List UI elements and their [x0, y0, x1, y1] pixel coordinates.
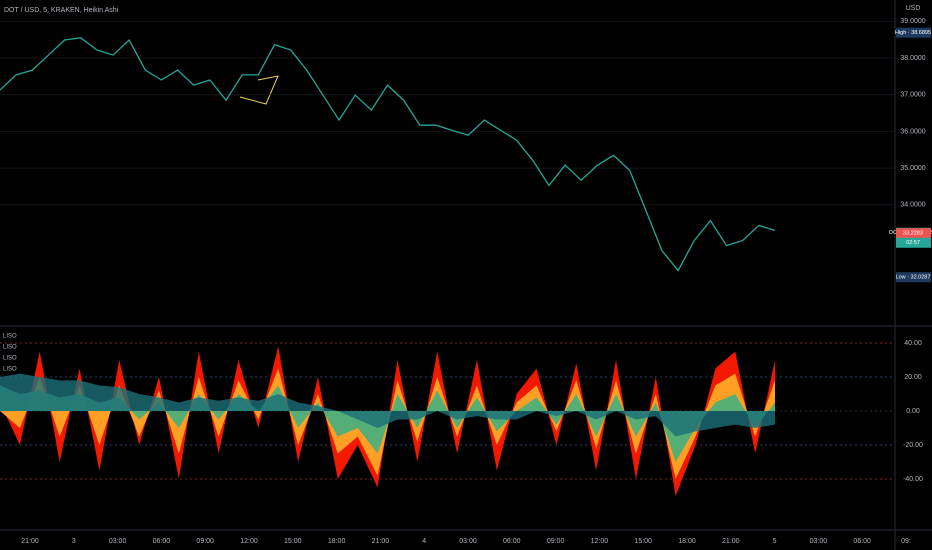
x-tick-label: 03:00 — [459, 538, 477, 545]
x-tick-label: 18:00 — [678, 538, 696, 545]
x-tick-label: 18:00 — [328, 538, 346, 545]
y-tick-label: 35.0000 — [900, 165, 925, 172]
trend-drawing — [239, 75, 279, 105]
x-tick-label: 06:00 — [153, 538, 171, 545]
x-tick-label: 21:00 — [722, 538, 740, 545]
y-tick-label: 40.00 — [904, 340, 922, 347]
oscillator-area — [0, 373, 775, 437]
x-tick-label: 09: — [901, 538, 911, 545]
y-tick-label: 20.00 — [904, 374, 922, 381]
price-tag — [896, 272, 931, 283]
price-tag-label: 33.2283 — [903, 231, 923, 237]
x-tick-label: 21:00 — [372, 538, 390, 545]
legend-label: LISO — [3, 334, 17, 340]
y-tick-label: 36.0000 — [900, 128, 925, 135]
price-line — [0, 37, 776, 272]
legend-label: LISO — [3, 356, 17, 362]
y-tick-label: 0.00 — [906, 408, 920, 415]
x-tick-label: 5 — [773, 538, 777, 545]
price-tag-label: Low · 32.0287 — [896, 275, 931, 281]
y-tick-label: 39.0000 — [900, 18, 925, 25]
countdown-bg — [896, 237, 931, 248]
x-tick-label: 15:00 — [634, 538, 652, 545]
countdown: 02:57 — [906, 240, 920, 246]
x-tick-label: 12:00 — [591, 538, 609, 545]
legend-label: LISO — [3, 345, 17, 351]
x-tick-label: 06:00 — [853, 538, 871, 545]
x-tick-label: 03:00 — [109, 538, 127, 545]
x-tick-label: 03:00 — [810, 538, 828, 545]
price-tag — [896, 27, 931, 38]
y-tick-label: -40.00 — [903, 476, 923, 483]
x-tick-label: 09:00 — [196, 538, 214, 545]
price-tag — [896, 228, 931, 239]
y-tick-label: 38.0000 — [900, 55, 925, 62]
y-tick-label: -20.00 — [903, 442, 923, 449]
unit-label: USD — [906, 5, 921, 12]
x-tick-label: 21:00 — [21, 538, 39, 545]
price-tag-label: High · 38.6895 — [895, 30, 931, 36]
legend-label: LISO — [3, 367, 17, 373]
x-tick-label: 12:00 — [240, 538, 258, 545]
y-tick-label: 37.0000 — [900, 92, 925, 99]
x-tick-label: 15:00 — [284, 538, 302, 545]
chart-title: DOT / USD, 5, KRAKEN, Heikin Ashi — [4, 7, 119, 14]
y-tick-label: 34.0000 — [900, 202, 925, 209]
x-tick-label: 06:00 — [503, 538, 521, 545]
x-tick-label: 3 — [72, 538, 76, 545]
x-tick-label: 09:00 — [547, 538, 565, 545]
x-tick-label: 4 — [422, 538, 426, 545]
